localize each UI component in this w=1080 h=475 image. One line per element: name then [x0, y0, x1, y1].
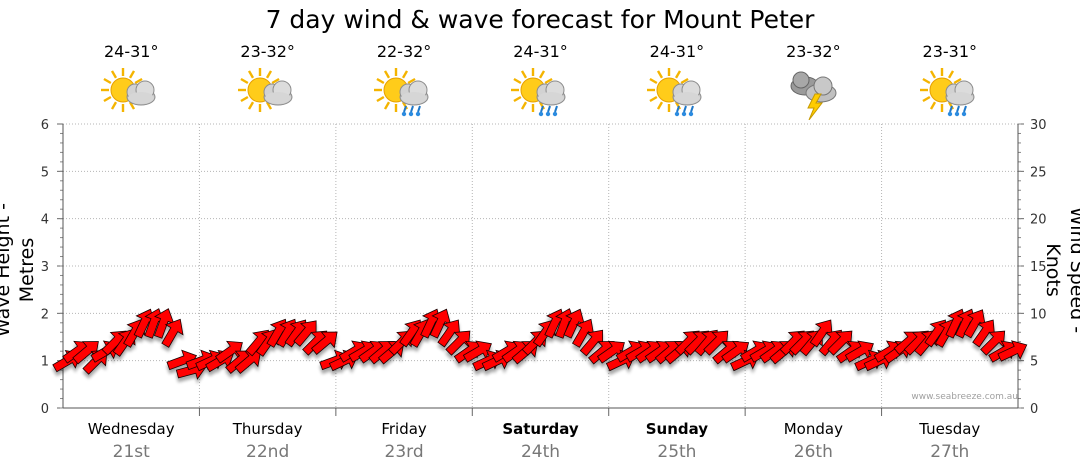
day-forecast: 24-31° [63, 42, 200, 120]
day-name: Thursday [232, 420, 303, 438]
temperature-range: 22-32° [376, 42, 432, 61]
day-label: Tuesday 27th [881, 418, 1018, 464]
y-tick-label-right: 5 [1030, 355, 1038, 370]
temperature-range: 23-32° [786, 42, 841, 61]
day-name: Friday [381, 420, 427, 438]
day-label: Monday 26th [745, 418, 882, 464]
partly-cloudy-icon [237, 68, 293, 112]
temperature-range: 24-31° [103, 42, 159, 61]
day-forecast: 23-32° [745, 42, 882, 120]
day-date: 25th [657, 442, 697, 462]
wind-arrow [234, 350, 262, 374]
chart-title: 7 day wind & wave forecast for Mount Pet… [265, 5, 815, 34]
day-label: Wednesday 21st [63, 418, 200, 464]
storm-icon [790, 71, 837, 120]
temperature-range: 24-31° [513, 42, 568, 61]
wind-arrow [980, 330, 1006, 356]
y-tick-label-left: 6 [41, 118, 49, 133]
day-label: Thursday 22nd [199, 418, 336, 464]
y-tick-label-left: 3 [41, 260, 49, 275]
day-date: 23rd [384, 442, 424, 462]
day-name: Wednesday [87, 420, 175, 438]
y-tick-label-left: 4 [41, 213, 49, 228]
day-label: Sunday 25th [608, 418, 745, 464]
wind-arrows [52, 308, 1028, 380]
temperature-range: 23-32° [240, 42, 295, 61]
shower-icon [510, 68, 565, 117]
day-date: 21st [112, 442, 150, 462]
shower-icon [646, 68, 702, 117]
day-label: Friday 23rd [336, 418, 473, 464]
day-date: 24th [520, 442, 561, 462]
y-tick-label-right: 15 [1030, 260, 1047, 275]
y-tick-label-left: 2 [41, 307, 49, 322]
temperature-range: 23-31° [922, 42, 978, 61]
shower-icon [919, 68, 975, 117]
day-forecast: 24-31° [472, 42, 609, 120]
source-credit: www.seabreeze.com.au [911, 392, 1018, 402]
day-forecast: 23-31° [881, 42, 1018, 120]
day-date: 26th [793, 442, 833, 462]
day-name: Tuesday [919, 420, 981, 438]
day-forecast: 23-32° [199, 42, 336, 120]
partly-cloudy-icon [101, 68, 156, 112]
shower-icon [374, 68, 429, 117]
y-tick-label-right: 20 [1030, 213, 1047, 228]
y-tick-label-right: 25 [1030, 165, 1047, 180]
y-tick-label-right: 10 [1030, 307, 1047, 322]
y-tick-label-right: 30 [1030, 118, 1047, 133]
y-tick-label-left: 1 [41, 355, 49, 370]
wind-arrow [161, 318, 184, 348]
wind-arrow [445, 330, 471, 356]
day-date: 27th [930, 442, 970, 462]
day-forecast: 24-31° [608, 42, 745, 120]
day-forecast: 22-32° [336, 42, 473, 120]
wind-arrow [997, 340, 1028, 362]
wind-arrow [827, 330, 853, 356]
y-tick-label-left: 5 [41, 165, 49, 180]
temperature-range: 24-31° [649, 42, 705, 61]
day-name: Monday [783, 420, 843, 438]
wind-arrow [310, 331, 338, 355]
day-date: 22nd [246, 442, 290, 462]
day-name: Saturday [502, 420, 579, 438]
y-tick-label-left: 0 [41, 402, 49, 417]
y-tick-label-right: 0 [1030, 402, 1038, 417]
axes: 0 1 2 3 4 5 6 0 5 10 15 20 25 30 [41, 118, 1047, 417]
day-name: Sunday [645, 420, 709, 438]
day-label: Saturday 24th [472, 418, 609, 464]
